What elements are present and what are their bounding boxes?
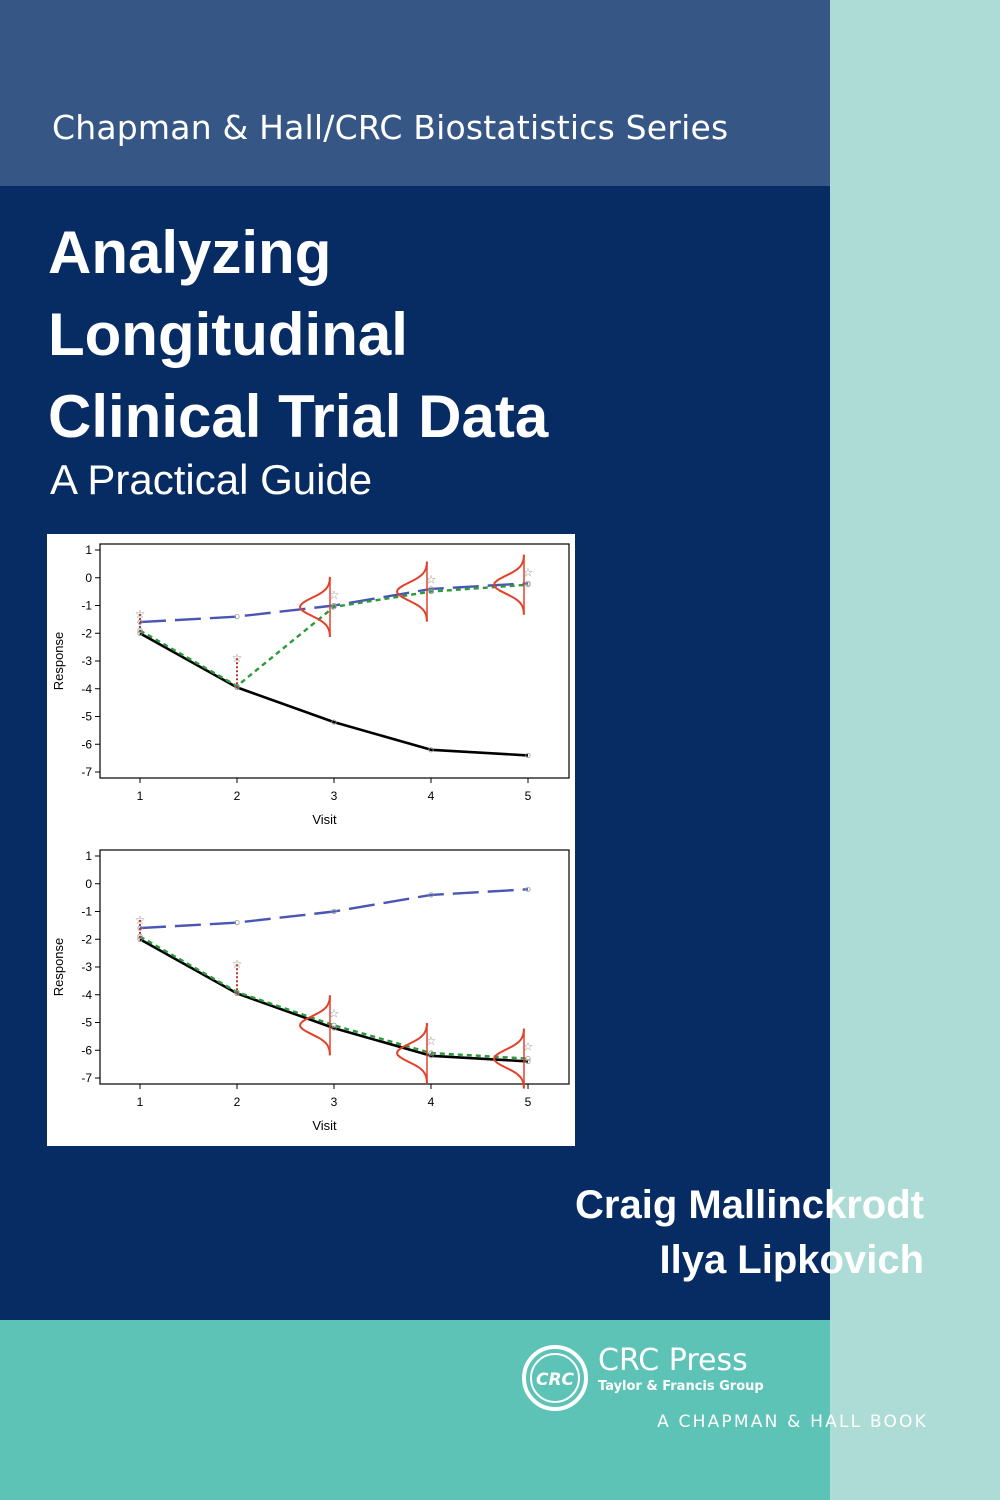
y-tick-label: 0 <box>85 877 92 891</box>
y-tick-label: -3 <box>81 960 92 974</box>
plot-frame <box>99 849 570 1085</box>
data-point <box>331 604 337 610</box>
title-line: Analyzing <box>48 219 332 286</box>
x-tick-label: 1 <box>137 1095 144 1109</box>
star-marker: ☆ <box>135 913 146 927</box>
star-marker: ☆ <box>523 1040 534 1054</box>
star-marker: ☆ <box>232 651 243 665</box>
publisher-band <box>0 1320 830 1500</box>
y-tick-label: -1 <box>81 599 92 613</box>
density-curve <box>492 554 525 615</box>
x-tick-label: 2 <box>234 789 241 803</box>
y-tick-label: -2 <box>81 626 92 640</box>
density-curve <box>298 576 331 637</box>
data-point <box>331 719 337 725</box>
data-point <box>525 1058 531 1064</box>
data-point <box>137 933 143 940</box>
y-tick-label: -4 <box>81 988 92 1002</box>
chart-panel: 1 0 -1 -2 -3 -4 -5 -6 -7 1 2 3 4 5 Visit Response ☆ ☆ ☆ ☆ ☆ <box>51 849 570 1133</box>
series-line <box>139 632 529 757</box>
density-curve <box>492 1028 525 1089</box>
y-tick-label: -7 <box>81 765 92 779</box>
density-curve <box>395 561 428 622</box>
star-marker: ☆ <box>426 1034 437 1048</box>
series-line <box>139 888 529 930</box>
data-point <box>428 1050 434 1056</box>
author-name: Craig Mallinckrodt <box>575 1183 924 1227</box>
x-axis-label: Visit <box>312 812 337 827</box>
data-point <box>331 1022 337 1028</box>
density-curve <box>298 995 331 1056</box>
x-tick-label: 4 <box>428 789 435 803</box>
density-curve <box>395 1022 428 1084</box>
x-tick-label: 2 <box>234 1095 241 1109</box>
cover-figure: 1 0 -1 -2 -3 -4 -5 -6 -7 1 2 3 4 5 Visit Response ☆ ☆ ☆ ☆ ☆ 1… <box>47 534 575 1146</box>
data-point <box>428 589 434 595</box>
publisher-group: Taylor & Francis Group <box>598 1379 764 1394</box>
x-tick-label: 3 <box>331 789 338 803</box>
y-tick-label: -6 <box>81 1043 92 1057</box>
y-tick-label: -7 <box>81 1071 92 1085</box>
star-marker: ☆ <box>232 957 243 971</box>
star-marker: ☆ <box>329 1006 340 1020</box>
book-subtitle: A Practical Guide <box>50 456 373 503</box>
author-list: Craig Mallinckrodt Ilya Lipkovich <box>575 1178 924 1288</box>
y-axis-label: Response <box>51 632 66 691</box>
data-point <box>428 892 434 898</box>
imprint-line: A CHAPMAN & HALL BOOK <box>657 1412 928 1432</box>
title-line: Longitudinal <box>48 301 408 368</box>
data-point <box>331 908 337 915</box>
data-point <box>525 582 531 588</box>
crc-press-logo: CRC <box>522 1345 588 1411</box>
book-title: Analyzing Longitudinal Clinical Trial Da… <box>48 212 808 458</box>
series-line <box>139 582 529 624</box>
y-tick-label: -5 <box>81 1016 92 1030</box>
series-name: Chapman & Hall/CRC Biostatistics Series <box>52 108 729 147</box>
data-point <box>234 919 240 926</box>
x-tick-label: 5 <box>525 1095 532 1109</box>
x-axis-label: Visit <box>312 1118 337 1133</box>
x-tick-label: 5 <box>525 789 532 803</box>
series-band <box>0 0 830 186</box>
data-point <box>137 925 143 931</box>
star-marker: ☆ <box>135 607 146 621</box>
title-line: Clinical Trial Data <box>48 383 549 450</box>
star-marker: ☆ <box>523 566 534 580</box>
series-line <box>139 935 529 1060</box>
publisher-name: CRC Press <box>598 1343 748 1378</box>
y-axis-label: Response <box>51 938 66 997</box>
data-point <box>137 627 143 634</box>
data-point <box>525 1055 531 1062</box>
y-tick-label: -1 <box>81 905 92 919</box>
y-tick-label: 1 <box>85 849 92 863</box>
data-point <box>428 747 434 753</box>
star-marker: ☆ <box>426 573 437 587</box>
chart-panel: 1 0 -1 -2 -3 -4 -5 -6 -7 1 2 3 4 5 Visit Response ☆ ☆ ☆ ☆ ☆ <box>51 543 570 827</box>
series-line <box>139 583 529 688</box>
y-tick-label: -2 <box>81 932 92 946</box>
y-tick-label: -3 <box>81 654 92 668</box>
y-tick-label: 1 <box>85 543 92 557</box>
data-point <box>525 752 531 758</box>
author-name: Ilya Lipkovich <box>659 1238 924 1282</box>
data-point <box>137 619 143 625</box>
x-tick-label: 1 <box>137 789 144 803</box>
y-tick-label: -6 <box>81 737 92 751</box>
y-tick-label: -5 <box>81 710 92 724</box>
series-line <box>139 938 529 1063</box>
y-tick-label: -4 <box>81 682 92 696</box>
data-point <box>525 886 531 892</box>
y-tick-label: 0 <box>85 571 92 585</box>
star-marker: ☆ <box>329 588 340 602</box>
x-tick-label: 3 <box>331 1095 338 1109</box>
x-tick-label: 4 <box>428 1095 435 1109</box>
cover-spine-strip <box>830 0 1000 1500</box>
plot-frame <box>99 543 570 779</box>
logo-lettering: CRC <box>536 1370 575 1390</box>
data-point <box>234 614 240 620</box>
data-point <box>331 1025 337 1031</box>
